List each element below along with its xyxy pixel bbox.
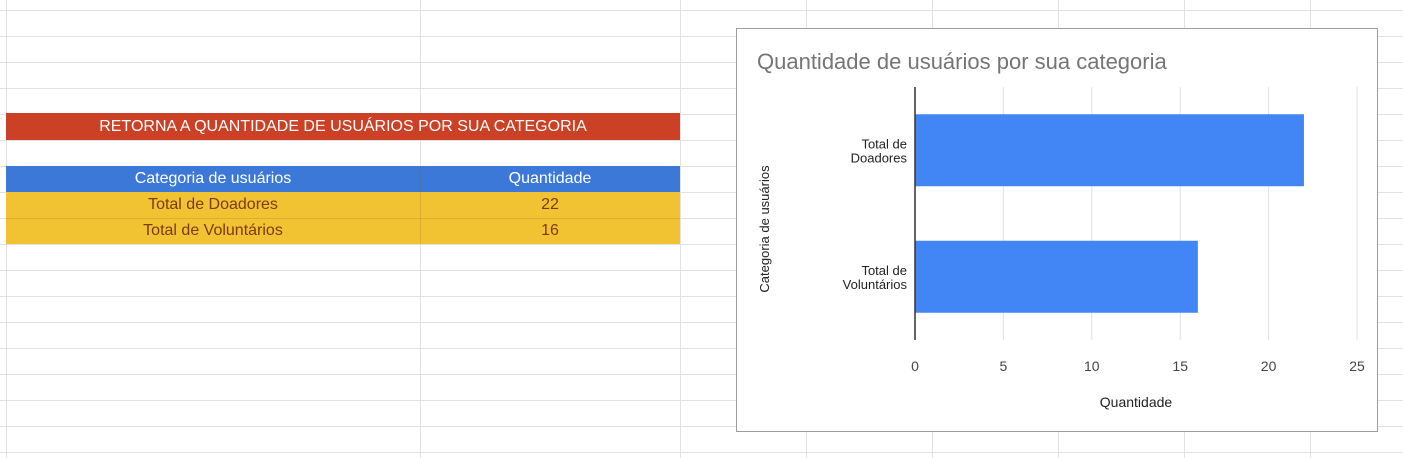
x-tick-label: 25 bbox=[1349, 358, 1365, 374]
y-axis-label: Categoria de usuários bbox=[757, 165, 772, 293]
bar-volunteers bbox=[915, 240, 1198, 313]
bar-donors bbox=[915, 114, 1304, 187]
row-donors-quantity-cell[interactable]: 22 bbox=[420, 192, 680, 218]
x-tick-label: 0 bbox=[911, 358, 919, 374]
row-volunteers-category-cell[interactable]: Total de Voluntários bbox=[6, 218, 420, 244]
header-category-cell[interactable]: Categoria de usuários bbox=[6, 166, 420, 192]
x-tick-label: 5 bbox=[1000, 358, 1008, 374]
y-category-label: Total de bbox=[861, 136, 907, 151]
x-axis-label: Quantidade bbox=[1100, 394, 1173, 410]
y-category-label: Doadores bbox=[851, 150, 908, 165]
row-volunteers-quantity-cell[interactable]: 16 bbox=[420, 218, 680, 244]
y-category-label: Total de bbox=[861, 263, 907, 278]
row-donors-category-cell[interactable]: Total de Doadores bbox=[6, 192, 420, 218]
chart-canvas: Quantidade de usuários por sua categoria… bbox=[757, 49, 1365, 410]
report-title-cell[interactable]: RETORNA A QUANTIDADE DE USUÁRIOS POR SUA… bbox=[6, 113, 680, 140]
row-divider bbox=[6, 218, 680, 219]
y-category-label: Voluntários bbox=[843, 277, 908, 292]
cell-divider bbox=[420, 166, 421, 244]
chart-title: Quantidade de usuários por sua categoria bbox=[757, 49, 1167, 74]
x-tick-label: 10 bbox=[1084, 358, 1100, 374]
x-tick-label: 20 bbox=[1261, 358, 1277, 374]
header-quantity-cell[interactable]: Quantidade bbox=[420, 166, 680, 192]
bar-chart[interactable]: Quantidade de usuários por sua categoria… bbox=[736, 28, 1378, 432]
x-tick-label: 15 bbox=[1172, 358, 1188, 374]
